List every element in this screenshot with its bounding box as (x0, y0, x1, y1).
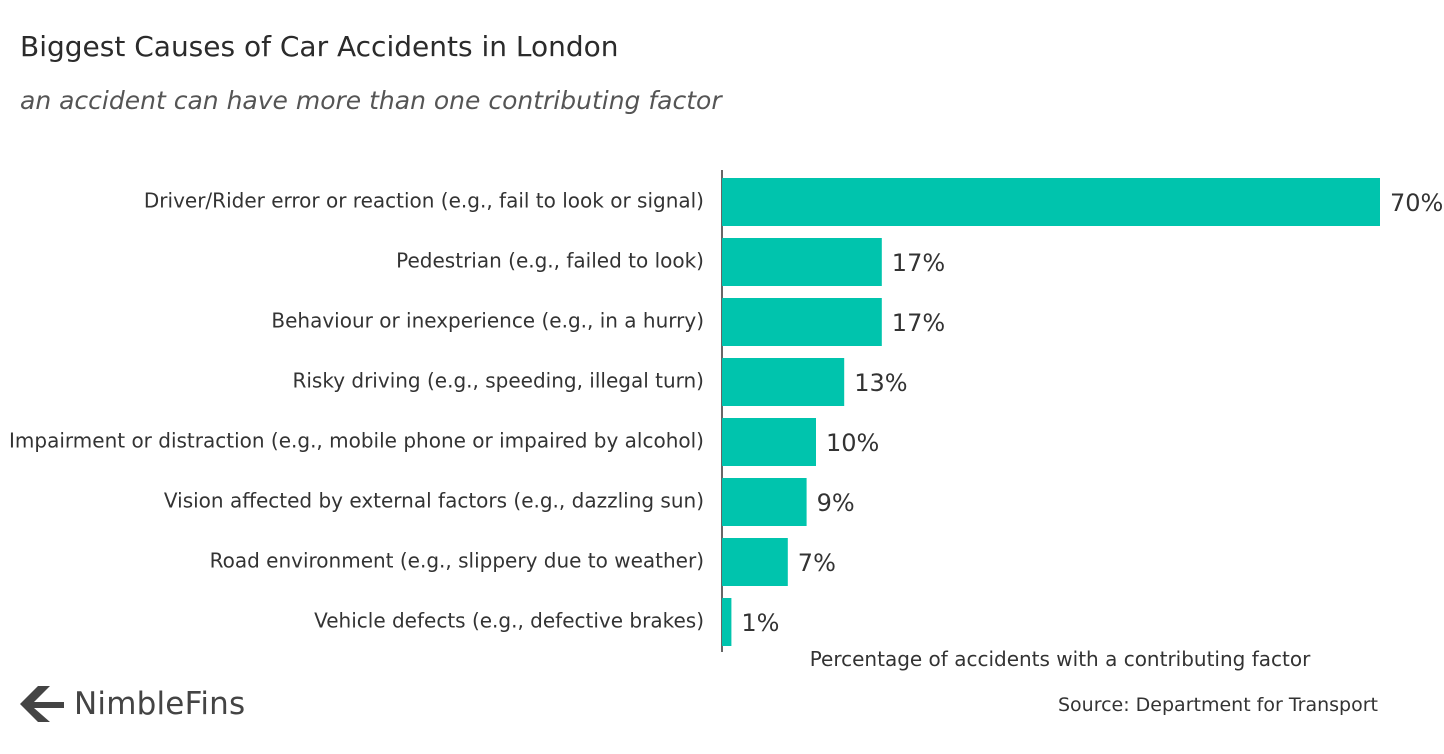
bar-2 (722, 298, 882, 346)
nimblefins-arrow-icon (20, 686, 64, 722)
bar-7 (722, 598, 732, 646)
bar-3 (722, 358, 845, 406)
bar-4 (722, 418, 816, 466)
value-label-0: 70% (1390, 189, 1443, 217)
category-label-6: Road environment (e.g., slippery due to … (210, 549, 704, 573)
category-label-0: Driver/Rider error or reaction (e.g., fa… (144, 189, 704, 213)
bar-1 (722, 238, 882, 286)
source-note: Source: Department for Transport (1057, 694, 1378, 716)
value-label-6: 7% (798, 549, 836, 577)
brand-logo: NimbleFins (20, 684, 245, 724)
chart-subtitle: an accident can have more than one contr… (20, 86, 722, 115)
category-label-2: Behaviour or inexperience (e.g., in a hu… (271, 309, 704, 333)
bar-5 (722, 478, 807, 526)
chart-title: Biggest Causes of Car Accidents in Londo… (20, 30, 619, 63)
category-label-3: Risky driving (e.g., speeding, illegal t… (292, 369, 704, 393)
category-label-1: Pedestrian (e.g., failed to look) (396, 249, 704, 273)
bar-0 (722, 178, 1380, 226)
brand-name: NimbleFins (74, 686, 246, 722)
value-label-7: 1% (741, 609, 779, 637)
category-label-5: Vision affected by external factors (e.g… (164, 489, 704, 513)
value-label-3: 13% (854, 369, 907, 397)
value-label-5: 9% (817, 489, 855, 517)
bar-6 (722, 538, 788, 586)
category-label-4: Impairment or distraction (e.g., mobile … (9, 429, 704, 453)
value-label-2: 17% (892, 309, 945, 337)
category-label-7: Vehicle defects (e.g., defective brakes) (314, 609, 704, 633)
x-axis-label: Percentage of accidents with a contribut… (809, 647, 1311, 671)
value-label-1: 17% (892, 249, 945, 277)
value-label-4: 10% (826, 429, 879, 457)
